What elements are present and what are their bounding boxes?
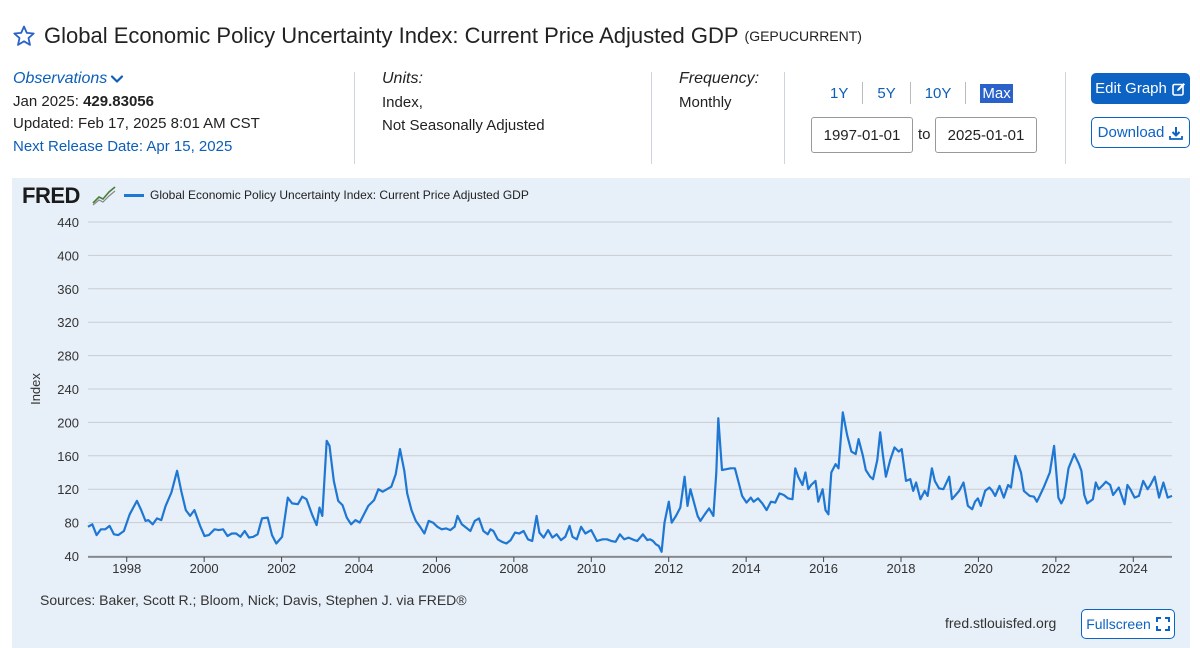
fullscreen-label: Fullscreen [1086,616,1151,632]
chevron-down-icon [111,75,124,83]
title-row: Global Economic Policy Uncertainty Index… [12,22,862,50]
y-tick-label: 240 [57,382,79,397]
range-10y-button[interactable]: 10Y [924,84,952,102]
legend-label: Global Economic Policy Uncertainty Index… [150,188,529,202]
x-tick-label: 2002 [267,561,296,576]
y-tick-label: 80 [65,516,79,531]
range-1y-button[interactable]: 1Y [830,84,849,102]
y-tick-label: 280 [57,349,79,364]
series-id: (GEPUCURRENT) [744,28,862,44]
page-title: Global Economic Policy Uncertainty Index… [44,23,739,48]
x-tick-label: 1998 [112,561,141,576]
fred-logo-chart-icon [92,186,116,206]
updated-text: Updated: Feb 17, 2025 8:01 AM CST [13,115,260,132]
x-tick-label: 2000 [190,561,219,576]
units-line-2: Not Seasonally Adjusted [382,117,545,134]
y-axis-ticks: 40 80 120 160 200 240 280 320 360 400 440 [57,215,79,564]
date-to-label: to [918,126,931,143]
range-5y-button[interactable]: 5Y [877,84,896,102]
chart-panel [12,178,1190,648]
series-line[interactable] [87,411,1173,553]
grid [88,221,1172,558]
x-tick-label: 2008 [499,561,528,576]
latest-value: 429.83056 [83,93,154,110]
x-tick-label: 2024 [1119,561,1148,576]
units-line-1: Index, [382,94,423,111]
frequency-section: Frequency: Monthly [679,70,759,166]
divider [1065,72,1066,164]
y-tick-label: 400 [57,248,79,263]
y-axis-label: Index [28,373,43,405]
series [87,411,1173,553]
range-selector: 1Y 5Y 10Y Max [822,82,1013,104]
x-tick-label: 2022 [1041,561,1070,576]
download-icon [1169,126,1184,140]
observations-toggle[interactable]: Observations [13,70,260,88]
y-tick-label: 200 [57,415,79,430]
y-tick-label: 320 [57,315,79,330]
observations-label: Observations [13,70,108,87]
y-tick-label: 120 [57,482,79,497]
latest-observation: Jan 2025: 429.83056 [13,94,260,110]
fullscreen-button[interactable]: Fullscreen [1081,609,1175,639]
y-tick-label: 40 [65,549,79,564]
fullscreen-icon [1155,617,1170,631]
divider [354,72,355,164]
x-tick-label: 2014 [732,561,761,576]
legend-swatch [124,193,144,197]
edit-icon [1172,82,1185,96]
next-release-link[interactable]: Next Release Date: Apr 15, 2025 [13,138,233,155]
range-separator [909,82,911,104]
y-tick-label: 160 [57,449,79,464]
download-button[interactable]: Download [1091,117,1190,148]
edit-graph-button[interactable]: Edit Graph [1091,73,1190,104]
range-max-button[interactable]: Max [980,83,1013,103]
latest-date: Jan 2025: [13,93,79,110]
x-tick-label: 2004 [345,561,374,576]
edit-graph-label: Edit Graph [1095,80,1167,97]
sources-text: Sources: Baker, Scott R.; Bloom, Nick; D… [40,592,467,608]
x-tick-label: 2010 [577,561,606,576]
observations-section: Observations Jan 2025: 429.83056 Updated… [13,70,260,166]
download-label: Download [1097,124,1165,141]
x-tick-label: 2012 [654,561,683,576]
range-separator [965,82,967,104]
star-icon[interactable] [12,24,36,48]
chart-legend: Global Economic Policy Uncertainty Index… [124,188,529,202]
divider [784,72,785,164]
frequency-value: Monthly [679,94,732,111]
site-url[interactable]: fred.stlouisfed.org [945,615,1057,631]
x-tick-label: 2016 [809,561,838,576]
y-tick-label: 440 [57,215,79,230]
units-label: Units: [382,70,423,87]
x-tick-label: 2020 [964,561,993,576]
x-tick-label: 2018 [887,561,916,576]
start-date-input[interactable]: 1997-01-01 [811,117,913,153]
y-tick-label: 360 [57,282,79,297]
range-separator [862,82,864,104]
divider [651,72,652,164]
x-axis-ticks: 1998 2000 2002 2004 2006 2008 2010 2012 2014 2016… [112,557,1148,576]
frequency-label: Frequency: [679,70,760,87]
x-tick-label: 2006 [422,561,451,576]
units-section: Units: Index, Not Seasonally Adjusted [382,70,545,166]
end-date-input[interactable]: 2025-01-01 [935,117,1037,153]
fred-logo: FRED [22,183,80,208]
